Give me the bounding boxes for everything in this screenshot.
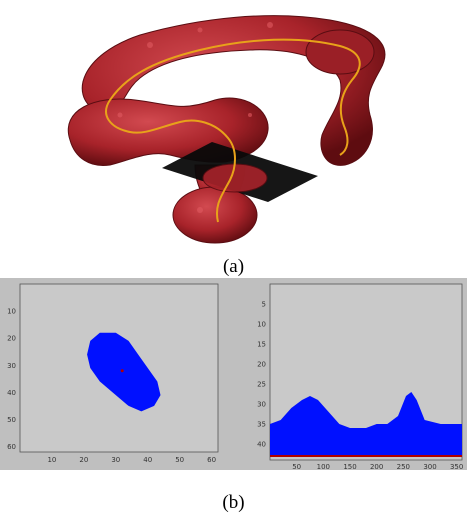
surface-highlights: [117, 22, 273, 213]
x-tick-50: 50: [292, 463, 301, 470]
y-tick-20: 20: [257, 361, 266, 369]
x-tick-100: 100: [317, 463, 330, 470]
y-tick-30: 30: [7, 362, 16, 370]
y-tick-35: 35: [257, 421, 266, 429]
x-tick-200: 200: [370, 463, 383, 470]
profile-panel: 50 100 150 200 250 300 350 5 10 15 20 25 30 35 40: [232, 278, 467, 470]
y-tick-60: 60: [7, 443, 16, 451]
y-tick-20: 20: [7, 335, 16, 343]
x-tick-150: 150: [343, 463, 356, 470]
centerline-path: [105, 38, 361, 223]
y-tick-25: 25: [257, 381, 266, 389]
x-tick-labels: 50 100 150 200 250 300 350: [292, 463, 463, 470]
x-tick-labels: 10 20 30 40 50 60: [47, 456, 216, 464]
y-tick-50: 50: [7, 416, 16, 424]
caption-a: (a): [222, 256, 245, 277]
y-tick-5: 5: [262, 301, 266, 309]
y-tick-labels: 10 20 30 40 50 60: [7, 308, 16, 451]
y-tick-labels: 5 10 15 20 25 30 35 40: [257, 301, 266, 449]
profile-region: [270, 392, 462, 456]
x-tick-350: 350: [450, 463, 463, 470]
y-tick-30: 30: [257, 401, 266, 409]
x-tick-300: 300: [423, 463, 436, 470]
segmented-region: [87, 332, 161, 412]
colon-surface: [67, 15, 386, 244]
y-tick-40: 40: [257, 441, 266, 449]
x-tick-30: 30: [111, 456, 120, 464]
y-tick-40: 40: [7, 389, 16, 397]
colon-3d-rendering: [67, 15, 386, 244]
x-tick-250: 250: [397, 463, 410, 470]
x-tick-40: 40: [143, 456, 152, 464]
center-marker: [120, 369, 124, 373]
x-tick-20: 20: [79, 456, 88, 464]
cross-section-panel: 10 20 30 40 50 60 10 20 30 40 50 60: [0, 278, 232, 470]
caption-b: (b): [222, 492, 245, 513]
y-tick-10: 10: [257, 321, 266, 329]
y-tick-10: 10: [7, 308, 16, 316]
y-tick-15: 15: [257, 341, 266, 349]
x-tick-60: 60: [207, 456, 216, 464]
x-tick-10: 10: [47, 456, 56, 464]
x-tick-50: 50: [175, 456, 184, 464]
